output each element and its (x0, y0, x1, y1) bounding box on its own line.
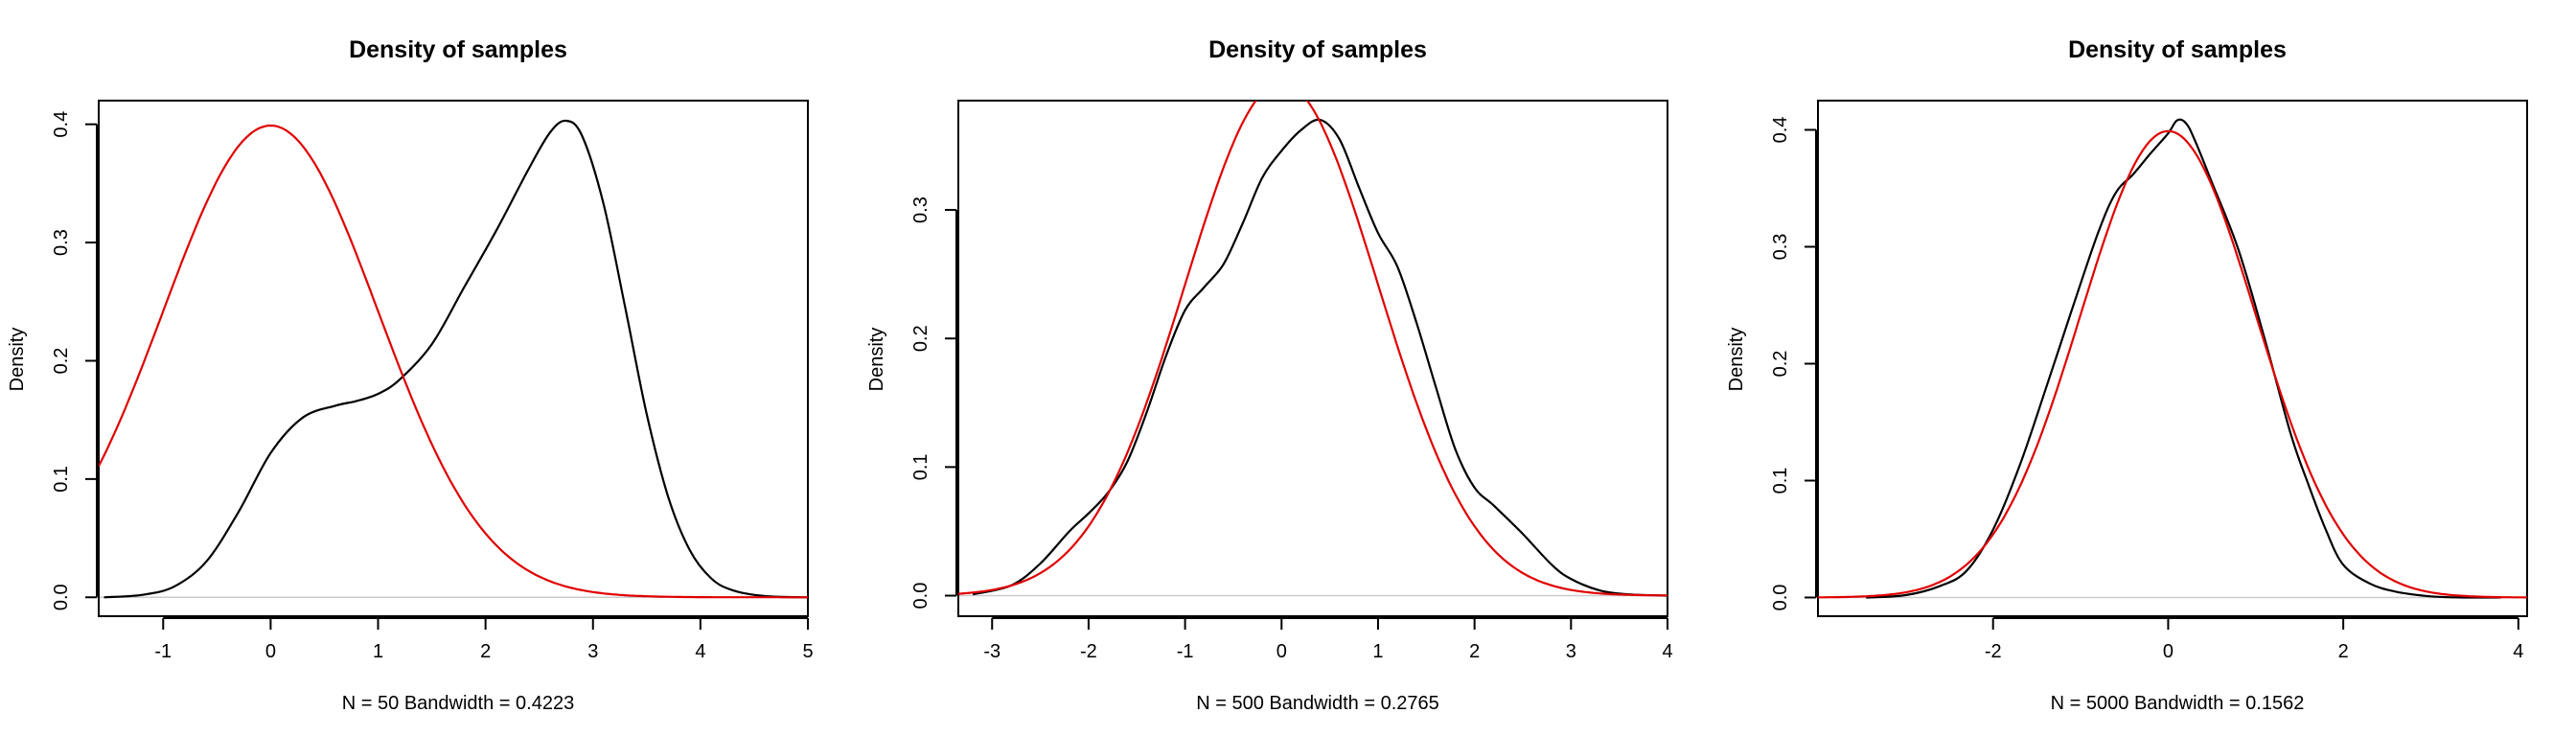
y-axis-label: Density (7, 328, 28, 392)
plot-frame (98, 100, 809, 617)
y-tick-label: 0.2 (910, 325, 932, 352)
plot-frame (1817, 100, 2528, 617)
normal-density-curve (958, 101, 1668, 597)
y-tick-label: 0.1 (51, 466, 72, 493)
y-tick-label: 0.0 (51, 584, 72, 610)
y-tick-label: 0.3 (51, 229, 72, 256)
normal-density-curve (99, 124, 808, 599)
y-tick-label: 0.3 (1770, 234, 1791, 261)
panel-title: Density of samples (1208, 36, 1427, 63)
x-tick-label: 5 (802, 641, 813, 662)
x-tick-label: -1 (154, 641, 172, 662)
x-tick-label: 0 (2163, 641, 2174, 662)
y-tick-label: 0.3 (910, 196, 932, 223)
x-tick-label: 2 (2338, 641, 2349, 662)
panel-title: Density of samples (2068, 36, 2287, 63)
y-tick-label: 0.1 (1770, 468, 1791, 494)
y-axis-label: Density (1726, 328, 1747, 392)
panel-n5000: Density of samples N = 5000 Bandwidth = … (1726, 36, 2528, 714)
y-tick-label: 0.0 (1770, 585, 1791, 611)
x-tick-label: -1 (1177, 641, 1194, 662)
sample-density-curve (104, 119, 808, 599)
x-tick-label: 3 (1566, 641, 1576, 662)
x-tick-label: 4 (2513, 641, 2523, 662)
x-axis-label: N = 50 Bandwidth = 0.4223 (342, 693, 574, 714)
x-tick-label: 4 (1662, 641, 1672, 662)
y-tick-label: 0.4 (51, 111, 72, 138)
panel-n50: Density of samples N = 50 Bandwidth = 0.… (7, 36, 814, 714)
x-tick-label: 1 (373, 641, 383, 662)
x-tick-label: 1 (1372, 641, 1383, 662)
y-axis-label: Density (866, 328, 887, 392)
x-tick-label: -2 (1080, 641, 1097, 662)
y-tick-label: 0.0 (910, 583, 932, 610)
x-tick-label: 4 (695, 641, 705, 662)
x-axis-label: N = 5000 Bandwidth = 0.1562 (2051, 693, 2305, 714)
x-tick-label: -2 (1985, 641, 2002, 662)
x-axis-label: N = 500 Bandwidth = 0.2765 (1196, 693, 1439, 714)
sample-density-curve (972, 118, 1668, 597)
x-tick-label: 3 (587, 641, 598, 662)
y-tick-label: 0.2 (51, 348, 72, 375)
y-tick-label: 0.2 (1770, 351, 1791, 378)
normal-density-curve (1818, 129, 2527, 599)
x-tick-label: 0 (265, 641, 276, 662)
y-tick-label: 0.4 (1770, 117, 1791, 144)
sample-density-curve (1866, 118, 2501, 599)
x-tick-label: 2 (1469, 641, 1480, 662)
plot-frame (957, 100, 1668, 617)
x-tick-label: 0 (1276, 641, 1287, 662)
x-tick-label: -3 (983, 641, 1000, 662)
panel-title: Density of samples (349, 36, 567, 63)
y-tick-label: 0.1 (910, 453, 932, 480)
x-tick-label: 2 (480, 641, 491, 662)
panel-n500: Density of samples N = 500 Bandwidth = 0… (866, 36, 1673, 714)
